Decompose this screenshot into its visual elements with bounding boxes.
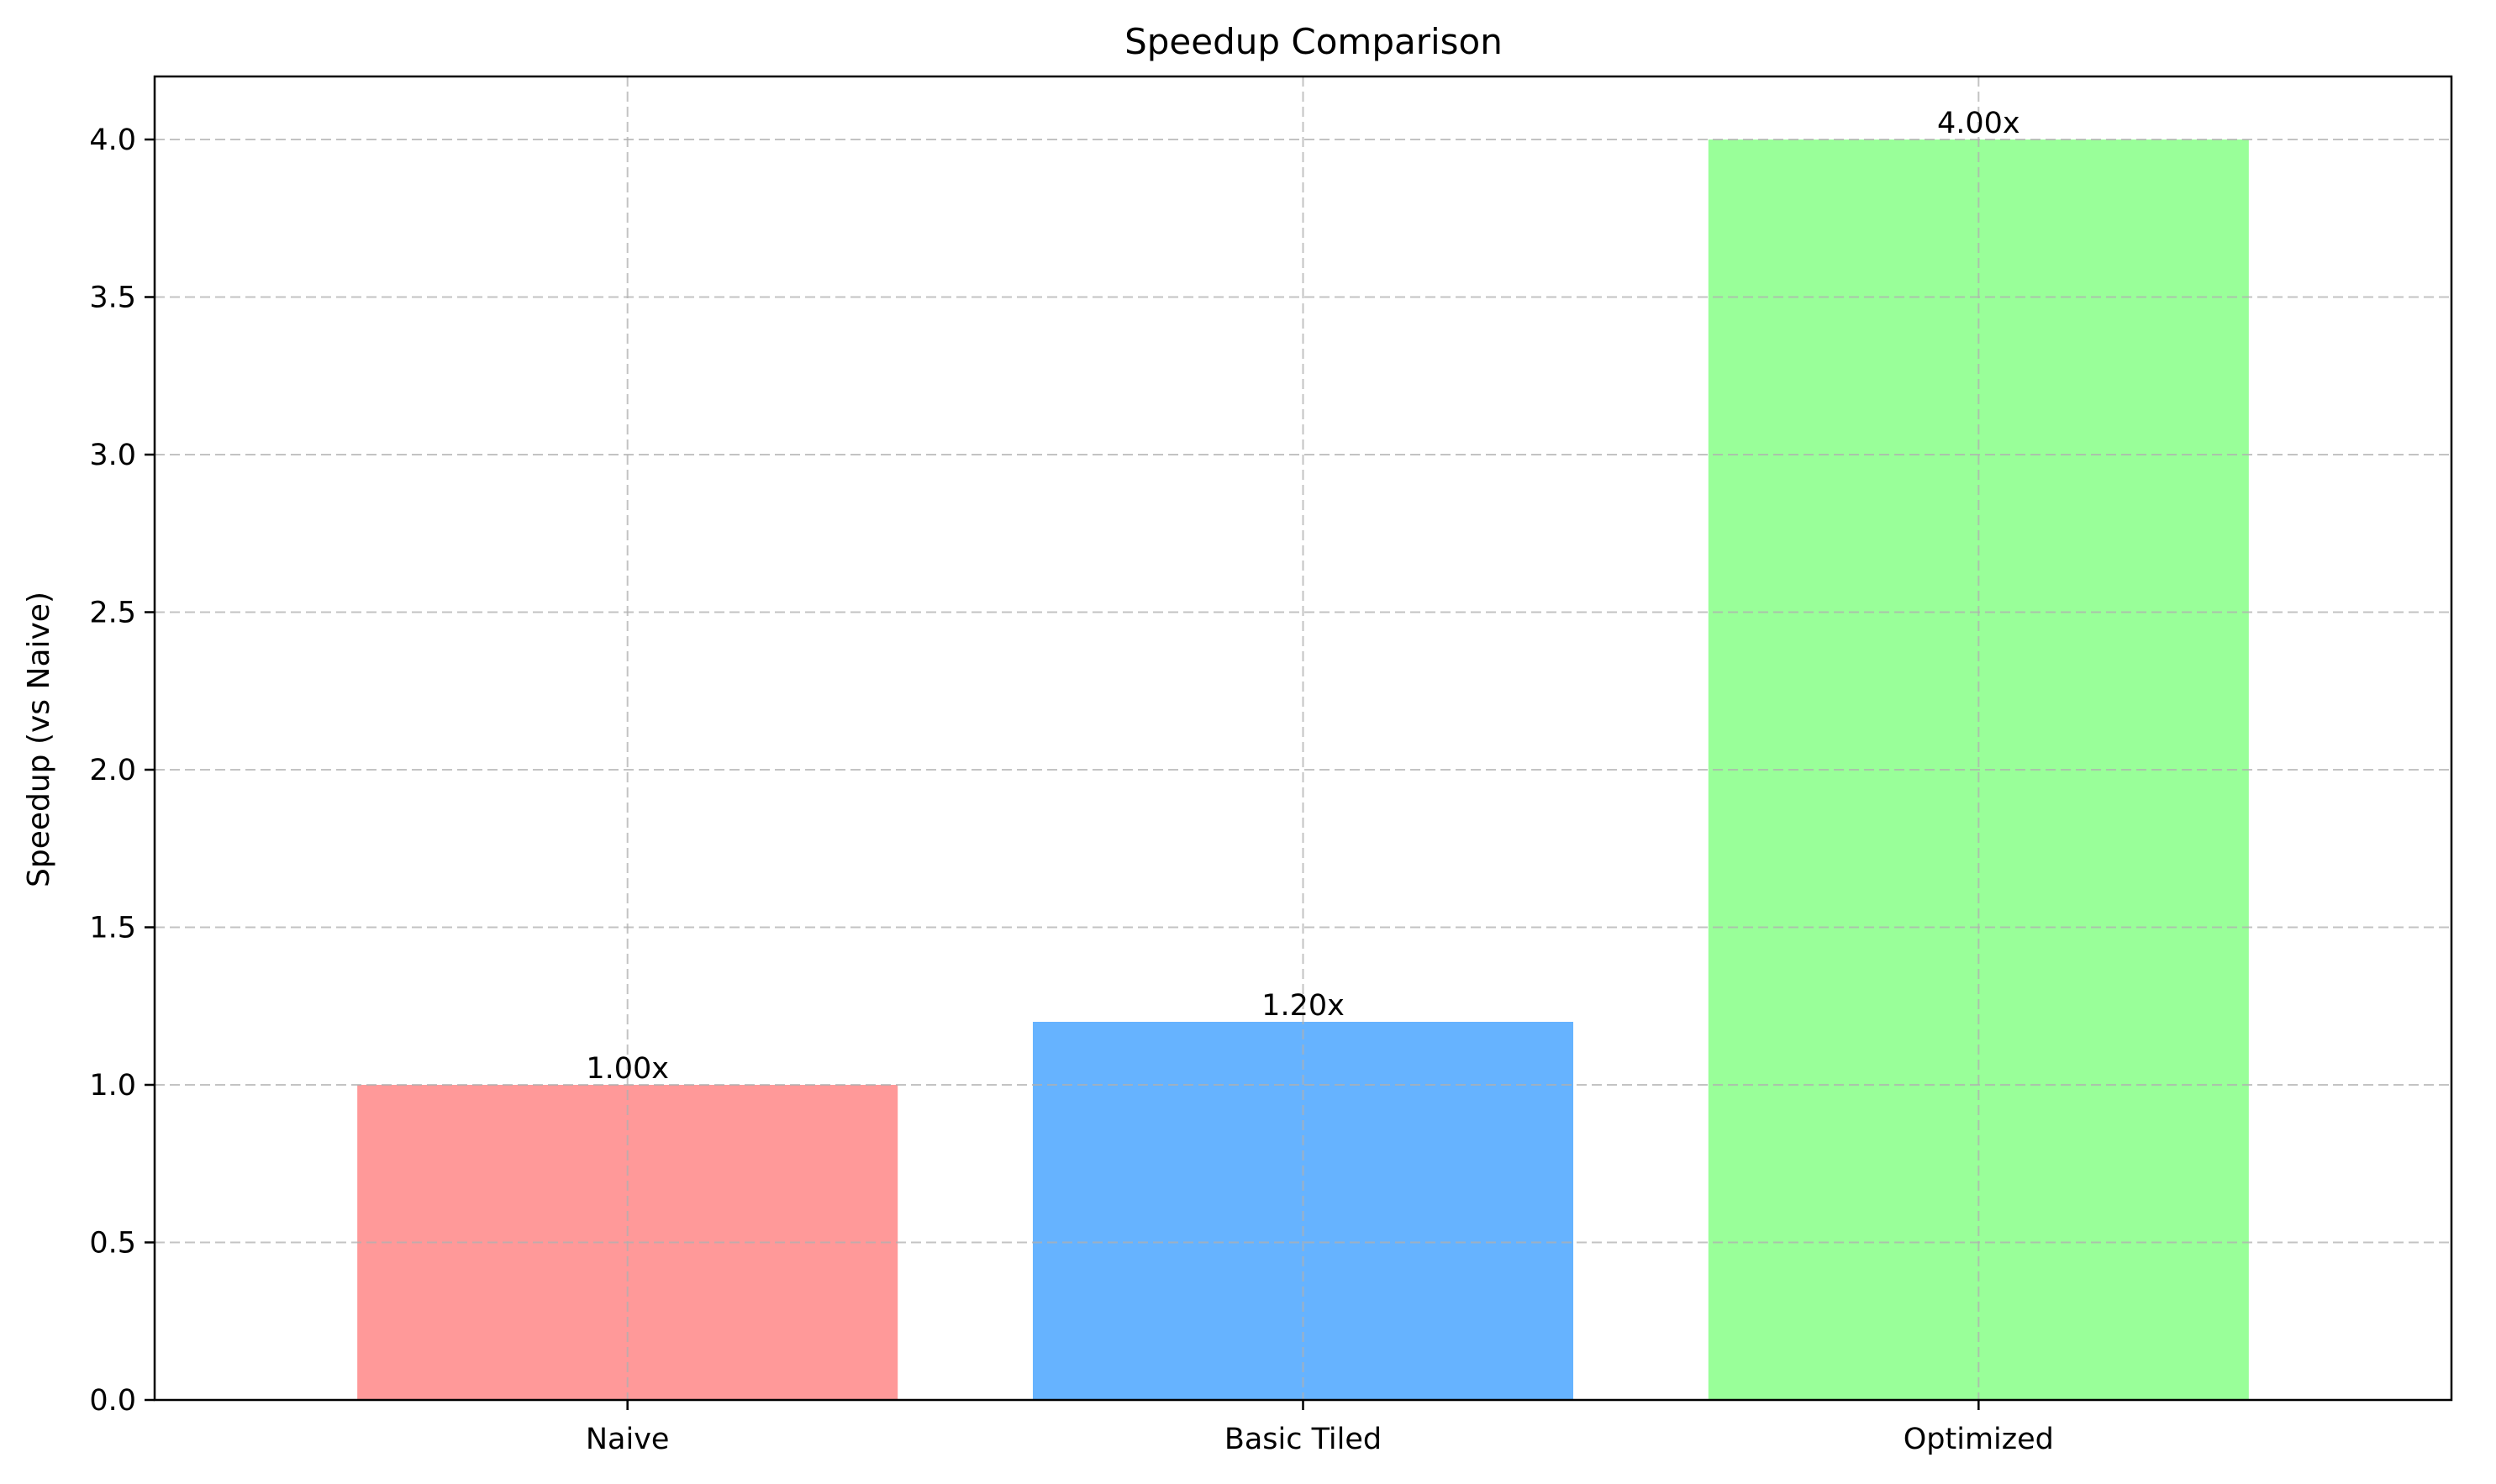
x-tick-label: Basic Tiled	[1224, 1423, 1382, 1456]
y-axis-label: Speedup (vs Naive)	[22, 592, 56, 887]
chart-title: Speedup Comparison	[1124, 21, 1503, 62]
y-tick-label: 3.0	[89, 439, 136, 472]
x-tick-label: Naive	[586, 1423, 670, 1456]
bar-data-label: 1.20x	[1261, 989, 1345, 1023]
y-tick-label: 0.5	[89, 1227, 136, 1260]
bar-data-label: 4.00x	[1937, 107, 2020, 140]
axes-layer: 0.0 0.5 1.0 1.5 2.0 2.5 3.0 3.5 4.0 Naive Basic Ti…	[89, 75, 2453, 1456]
y-tick-label: 1.5	[89, 912, 136, 945]
y-tick-label: 2.5	[89, 597, 136, 630]
y-tick-label: 4.0	[89, 124, 136, 157]
y-tick-label: 1.0	[89, 1069, 136, 1102]
y-tick-label: 0.0	[89, 1384, 136, 1418]
x-tick-label: Optimized	[1904, 1423, 2054, 1456]
y-tick-label: 3.5	[89, 282, 136, 315]
data-labels-layer: 1.00x 1.20x 4.00x	[586, 107, 2019, 1086]
y-tick-label: 2.0	[89, 754, 136, 787]
bar-data-label: 1.00x	[586, 1052, 669, 1086]
